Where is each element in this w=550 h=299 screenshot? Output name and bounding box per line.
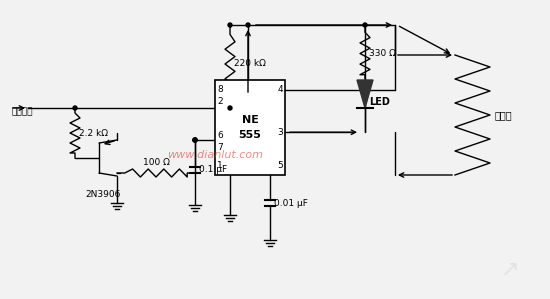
Text: 4: 4 xyxy=(277,86,283,94)
Text: 时钟信号: 时钟信号 xyxy=(12,107,34,116)
Text: 330 Ω: 330 Ω xyxy=(369,49,396,58)
Text: 0.01 μF: 0.01 μF xyxy=(274,199,308,208)
Circle shape xyxy=(193,138,197,142)
Circle shape xyxy=(363,23,367,27)
Text: 2: 2 xyxy=(217,97,223,106)
Circle shape xyxy=(246,23,250,27)
Text: 0.1 μF: 0.1 μF xyxy=(199,166,227,175)
Text: 555: 555 xyxy=(239,130,261,140)
Text: 2.2 kΩ: 2.2 kΩ xyxy=(79,129,108,138)
Text: NE: NE xyxy=(241,115,258,125)
Circle shape xyxy=(73,106,77,110)
Text: 1: 1 xyxy=(217,161,223,170)
Text: www.dianlut.com: www.dianlut.com xyxy=(167,150,263,160)
Polygon shape xyxy=(357,80,373,108)
Circle shape xyxy=(193,138,197,142)
Text: 8: 8 xyxy=(217,86,223,94)
Text: ↗: ↗ xyxy=(500,260,519,280)
Text: 7: 7 xyxy=(217,144,223,152)
Text: 继电器: 继电器 xyxy=(495,110,513,120)
Text: 5: 5 xyxy=(277,161,283,170)
Text: 220 kΩ: 220 kΩ xyxy=(234,60,266,68)
Text: 2N3906: 2N3906 xyxy=(85,190,120,199)
Text: LED: LED xyxy=(369,97,390,107)
Text: 6: 6 xyxy=(217,130,223,140)
Text: 3: 3 xyxy=(277,128,283,137)
Circle shape xyxy=(228,23,232,27)
Circle shape xyxy=(193,138,197,142)
Circle shape xyxy=(228,106,232,110)
Bar xyxy=(215,80,285,175)
Text: 100 Ω: 100 Ω xyxy=(142,158,169,167)
